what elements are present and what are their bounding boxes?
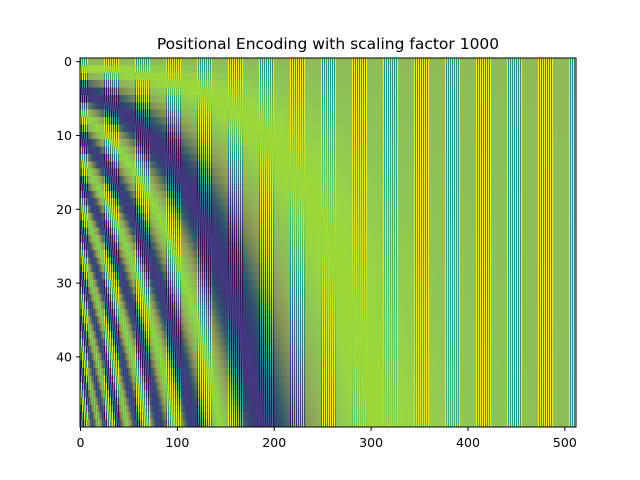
x-tick-label: 500 bbox=[553, 435, 577, 450]
heatmap-image bbox=[80, 58, 576, 427]
y-tick-label: 20 bbox=[56, 202, 72, 217]
chart-title: Positional Encoding with scaling factor … bbox=[157, 35, 499, 53]
x-tick-label: 100 bbox=[165, 435, 189, 450]
x-tick-label: 300 bbox=[359, 435, 383, 450]
y-tick-label: 0 bbox=[64, 54, 72, 69]
y-tick-label: 10 bbox=[56, 128, 72, 143]
x-tick-label: 200 bbox=[262, 435, 286, 450]
heatmap-image-wrapper bbox=[80, 58, 576, 427]
y-tick-label: 30 bbox=[56, 276, 72, 291]
x-tick-label: 400 bbox=[456, 435, 480, 450]
plot-area bbox=[79, 57, 577, 428]
plot-frame bbox=[79, 57, 577, 428]
y-tick-label: 40 bbox=[56, 349, 72, 364]
y-axis: 0 10 20 30 40 bbox=[56, 54, 80, 364]
x-axis: 0 100 200 300 400 500 bbox=[77, 427, 577, 450]
x-tick-label: 0 bbox=[77, 435, 85, 450]
